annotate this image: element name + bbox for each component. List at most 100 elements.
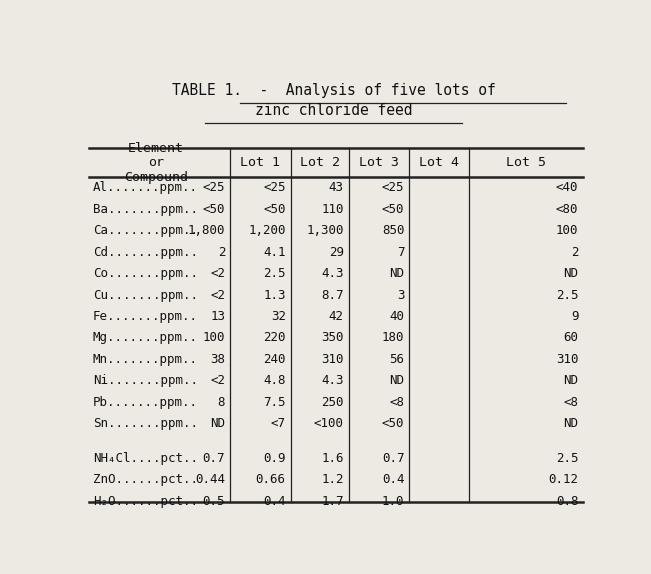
Text: NH₄Cl....pct..: NH₄Cl....pct.. <box>93 452 198 465</box>
Text: <40: <40 <box>556 181 578 195</box>
Text: 2: 2 <box>571 246 578 259</box>
Text: 1.0: 1.0 <box>381 495 404 508</box>
Text: or: or <box>148 156 164 169</box>
Text: 40: 40 <box>389 310 404 323</box>
Text: 310: 310 <box>556 353 578 366</box>
Text: 0.5: 0.5 <box>202 495 225 508</box>
Text: 9: 9 <box>571 310 578 323</box>
Text: 60: 60 <box>563 331 578 344</box>
Text: H₂O......pct..: H₂O......pct.. <box>93 495 198 508</box>
Text: 0.66: 0.66 <box>256 474 286 486</box>
Text: Compound: Compound <box>124 171 188 184</box>
Text: 1.3: 1.3 <box>263 289 286 301</box>
Text: ND: ND <box>389 267 404 280</box>
Text: ZnO......pct..: ZnO......pct.. <box>93 474 198 486</box>
Text: <80: <80 <box>556 203 578 216</box>
Text: Fe.......ppm..: Fe.......ppm.. <box>93 310 198 323</box>
Text: 1.6: 1.6 <box>321 452 344 465</box>
Text: 2.5: 2.5 <box>556 289 578 301</box>
Text: ND: ND <box>563 417 578 430</box>
Text: 0.9: 0.9 <box>263 452 286 465</box>
Text: 43: 43 <box>329 181 344 195</box>
Text: Mn.......ppm..: Mn.......ppm.. <box>93 353 198 366</box>
Text: 13: 13 <box>210 310 225 323</box>
Text: 56: 56 <box>389 353 404 366</box>
Text: <8: <8 <box>389 395 404 409</box>
Text: 4.1: 4.1 <box>263 246 286 259</box>
Text: Lot 5: Lot 5 <box>506 156 546 169</box>
Text: Lot 4: Lot 4 <box>419 156 459 169</box>
Text: 1,800: 1,800 <box>187 224 225 237</box>
Text: 1.2: 1.2 <box>321 474 344 486</box>
Text: 32: 32 <box>271 310 286 323</box>
Text: Al.......ppm..: Al.......ppm.. <box>93 181 198 195</box>
Text: 0.44: 0.44 <box>195 474 225 486</box>
Text: 0.12: 0.12 <box>548 474 578 486</box>
Text: ND: ND <box>563 374 578 387</box>
Text: 3: 3 <box>396 289 404 301</box>
Text: <25: <25 <box>263 181 286 195</box>
Text: 0.7: 0.7 <box>381 452 404 465</box>
Text: 42: 42 <box>329 310 344 323</box>
Text: 310: 310 <box>321 353 344 366</box>
Text: Ni.......ppm..: Ni.......ppm.. <box>93 374 198 387</box>
Text: 4.3: 4.3 <box>321 267 344 280</box>
Text: <50: <50 <box>381 203 404 216</box>
Text: Mg.......ppm..: Mg.......ppm.. <box>93 331 198 344</box>
Text: <50: <50 <box>202 203 225 216</box>
Text: Co.......ppm..: Co.......ppm.. <box>93 267 198 280</box>
Text: 350: 350 <box>321 331 344 344</box>
Text: 7: 7 <box>396 246 404 259</box>
Text: Lot 3: Lot 3 <box>359 156 399 169</box>
Text: 100: 100 <box>556 224 578 237</box>
Text: 100: 100 <box>202 331 225 344</box>
Text: ND: ND <box>563 267 578 280</box>
Text: 29: 29 <box>329 246 344 259</box>
Text: 4.8: 4.8 <box>263 374 286 387</box>
Text: zinc chloride feed: zinc chloride feed <box>255 103 412 118</box>
Text: 1,300: 1,300 <box>306 224 344 237</box>
Text: <25: <25 <box>202 181 225 195</box>
Text: <8: <8 <box>563 395 578 409</box>
Text: Sn.......ppm..: Sn.......ppm.. <box>93 417 198 430</box>
Text: 240: 240 <box>263 353 286 366</box>
Text: 850: 850 <box>381 224 404 237</box>
Text: 8.7: 8.7 <box>321 289 344 301</box>
Text: 250: 250 <box>321 395 344 409</box>
Text: Pb.......ppm..: Pb.......ppm.. <box>93 395 198 409</box>
Text: Cd.......ppm..: Cd.......ppm.. <box>93 246 198 259</box>
Text: 7.5: 7.5 <box>263 395 286 409</box>
Text: Ca.......ppm..: Ca.......ppm.. <box>93 224 198 237</box>
Text: Lot 1: Lot 1 <box>240 156 281 169</box>
Text: 0.4: 0.4 <box>381 474 404 486</box>
Text: <7: <7 <box>271 417 286 430</box>
Text: <25: <25 <box>381 181 404 195</box>
Text: 2: 2 <box>217 246 225 259</box>
Text: 1.7: 1.7 <box>321 495 344 508</box>
Text: 0.8: 0.8 <box>556 495 578 508</box>
Text: 1,200: 1,200 <box>248 224 286 237</box>
Text: TABLE 1.  -  Analysis of five lots of: TABLE 1. - Analysis of five lots of <box>172 83 495 99</box>
Text: <50: <50 <box>263 203 286 216</box>
Text: <100: <100 <box>314 417 344 430</box>
Text: ND: ND <box>389 374 404 387</box>
Text: Cu.......ppm..: Cu.......ppm.. <box>93 289 198 301</box>
Text: <50: <50 <box>381 417 404 430</box>
Text: Element: Element <box>128 142 184 155</box>
Text: 110: 110 <box>321 203 344 216</box>
Text: Lot 2: Lot 2 <box>300 156 340 169</box>
Text: 180: 180 <box>381 331 404 344</box>
Text: <2: <2 <box>210 289 225 301</box>
Text: ND: ND <box>210 417 225 430</box>
Text: 220: 220 <box>263 331 286 344</box>
Text: 0.4: 0.4 <box>263 495 286 508</box>
Text: 2.5: 2.5 <box>263 267 286 280</box>
Text: 38: 38 <box>210 353 225 366</box>
Text: 0.7: 0.7 <box>202 452 225 465</box>
Text: <2: <2 <box>210 374 225 387</box>
Text: <2: <2 <box>210 267 225 280</box>
Text: 4.3: 4.3 <box>321 374 344 387</box>
Text: 8: 8 <box>217 395 225 409</box>
Text: 2.5: 2.5 <box>556 452 578 465</box>
Text: Ba.......ppm..: Ba.......ppm.. <box>93 203 198 216</box>
